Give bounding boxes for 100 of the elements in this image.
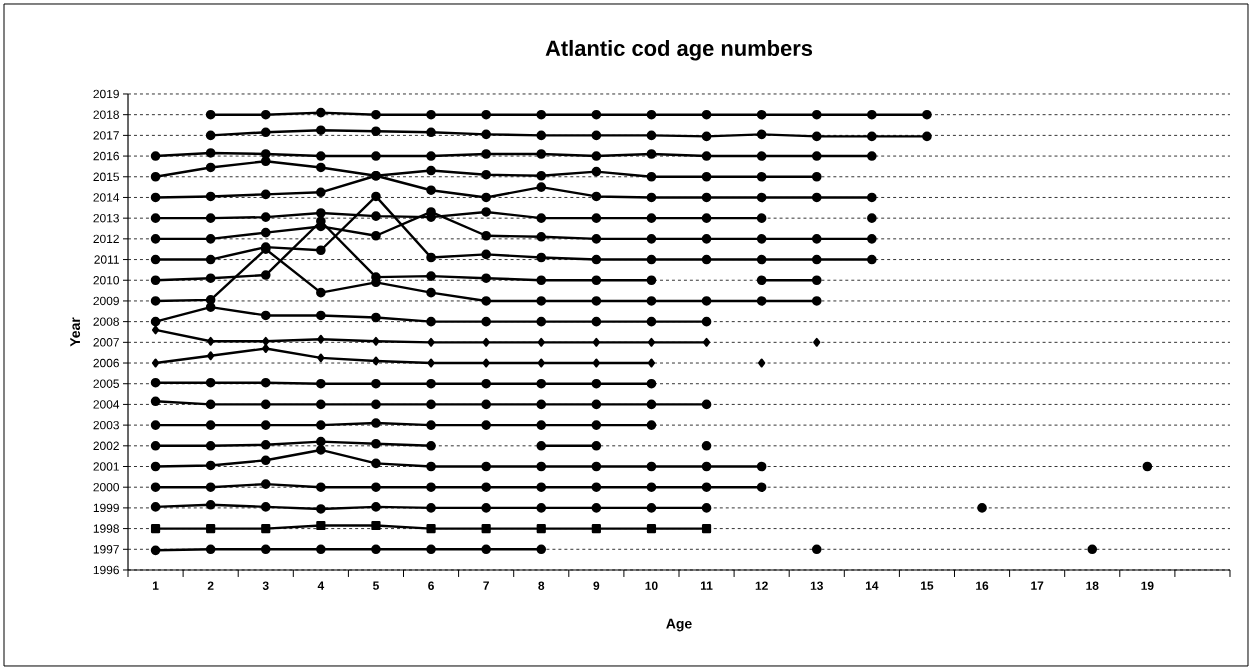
point xyxy=(205,191,216,202)
point xyxy=(150,420,161,430)
point xyxy=(536,523,546,534)
point xyxy=(591,461,602,472)
point xyxy=(205,377,216,388)
point xyxy=(316,310,326,321)
point xyxy=(150,377,161,388)
point xyxy=(150,502,161,512)
point xyxy=(592,358,600,368)
point xyxy=(150,275,161,286)
point xyxy=(536,130,547,141)
y-tick-label: 2017 xyxy=(93,131,119,140)
point xyxy=(481,273,491,283)
x-tick-label: 19 xyxy=(1141,581,1154,590)
point xyxy=(150,151,161,161)
point xyxy=(371,482,381,492)
point xyxy=(150,254,161,265)
x-tick-label: 2 xyxy=(207,581,214,590)
point xyxy=(646,275,657,286)
y-tick-label: 2014 xyxy=(93,193,120,202)
x-axis-title: Age xyxy=(666,618,692,632)
y-tick-label: 2013 xyxy=(93,213,119,223)
point xyxy=(260,127,271,138)
point xyxy=(150,213,161,223)
point xyxy=(591,191,602,202)
y-tick-label: 2000 xyxy=(93,482,120,492)
point xyxy=(371,109,381,120)
point xyxy=(371,520,381,531)
y-tick-label: 2002 xyxy=(93,441,119,451)
point xyxy=(591,296,602,306)
point xyxy=(260,399,271,410)
point xyxy=(205,460,216,471)
point xyxy=(591,378,602,389)
point xyxy=(426,461,436,472)
point xyxy=(646,503,657,513)
point xyxy=(260,420,271,430)
point xyxy=(591,151,602,161)
point xyxy=(536,482,547,492)
x-tick-label: 4 xyxy=(317,581,325,590)
point xyxy=(205,254,216,265)
point xyxy=(262,344,270,353)
point xyxy=(316,125,326,135)
point xyxy=(647,337,656,347)
point xyxy=(701,296,712,306)
point xyxy=(481,503,491,513)
y-tick-label: 1997 xyxy=(93,545,119,554)
point xyxy=(701,503,712,513)
x-tick-label: 3 xyxy=(262,581,269,590)
point xyxy=(261,523,271,534)
point xyxy=(426,399,436,410)
point xyxy=(205,544,216,555)
point xyxy=(260,109,271,120)
point xyxy=(701,254,712,265)
y-tick-label: 2006 xyxy=(93,358,119,368)
point xyxy=(260,455,271,466)
y-tick-label: 2012 xyxy=(93,234,119,244)
point xyxy=(646,192,657,203)
point xyxy=(701,441,712,451)
point xyxy=(811,151,822,161)
point xyxy=(1142,461,1153,472)
point xyxy=(536,213,547,223)
point xyxy=(205,130,216,141)
point xyxy=(701,151,712,161)
point xyxy=(316,151,326,161)
point xyxy=(536,275,547,286)
point xyxy=(646,316,657,327)
point xyxy=(481,149,491,159)
point xyxy=(481,192,491,203)
point xyxy=(591,166,602,177)
point xyxy=(591,482,602,492)
point xyxy=(371,170,381,181)
y-tick-label: 2019 xyxy=(93,89,119,99)
point xyxy=(316,187,326,198)
point xyxy=(371,312,381,323)
point xyxy=(591,316,602,327)
point xyxy=(922,109,932,120)
point xyxy=(591,130,602,141)
point xyxy=(481,420,491,430)
point xyxy=(205,399,216,410)
point xyxy=(316,162,326,173)
point xyxy=(205,295,216,305)
point xyxy=(316,107,326,118)
point xyxy=(426,287,436,298)
point xyxy=(591,420,602,430)
point xyxy=(756,192,767,203)
point xyxy=(646,234,657,244)
point xyxy=(316,399,326,410)
point xyxy=(371,151,381,161)
y-tick-label: 2003 xyxy=(93,420,119,430)
point xyxy=(591,213,602,223)
x-tick-label: 9 xyxy=(593,581,600,590)
point xyxy=(922,131,932,142)
point xyxy=(536,231,547,242)
point xyxy=(426,503,436,513)
point xyxy=(646,461,657,472)
y-tick-label: 2018 xyxy=(93,110,119,119)
point xyxy=(150,482,161,492)
y-tick-label: 2015 xyxy=(93,172,119,181)
y-tick-label: 2005 xyxy=(93,379,119,388)
point xyxy=(646,254,657,265)
